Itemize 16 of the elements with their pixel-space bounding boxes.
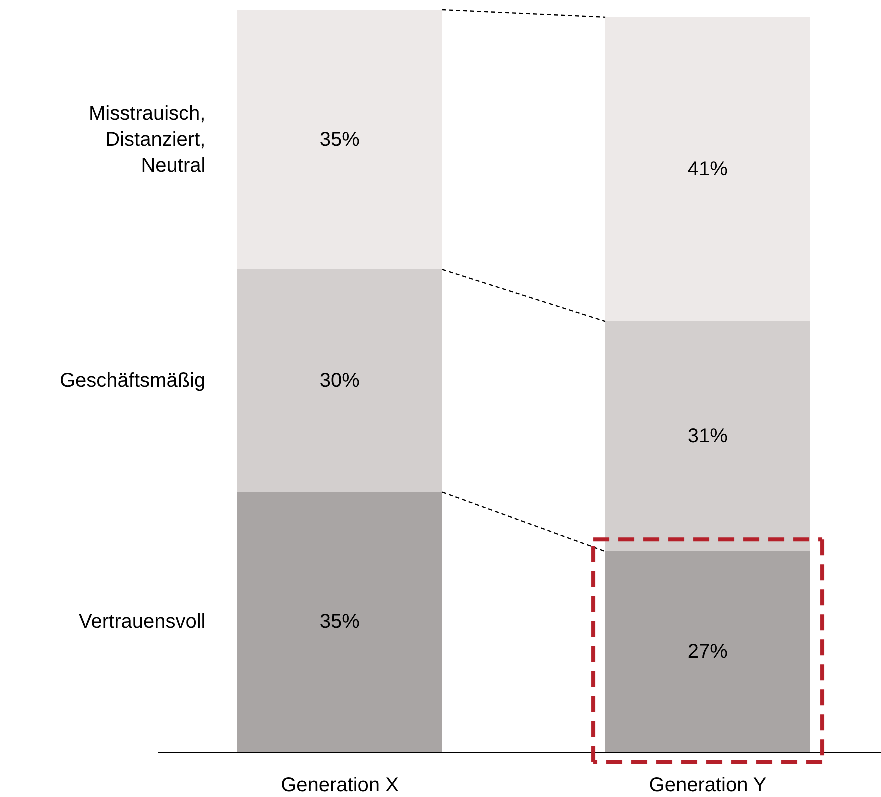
bar	[606, 552, 811, 752]
x-tick-label: Generation X	[281, 774, 399, 796]
data-label: 35%	[320, 128, 360, 151]
bar	[238, 492, 443, 752]
series-label: Vertrauensvoll	[79, 611, 206, 633]
data-label: 41%	[688, 158, 728, 181]
series-label: Geschäftsmäßig	[60, 370, 206, 392]
series-label: Misstrauisch, Distanziert, Neutral	[89, 103, 206, 177]
bar	[606, 17, 811, 322]
data-label: 27%	[688, 640, 728, 663]
bar	[238, 10, 443, 270]
data-label: 30%	[320, 370, 360, 392]
data-label: 35%	[320, 611, 360, 634]
bar	[238, 270, 443, 492]
data-label: 31%	[688, 426, 728, 448]
x-tick-label: Generation Y	[649, 774, 767, 796]
